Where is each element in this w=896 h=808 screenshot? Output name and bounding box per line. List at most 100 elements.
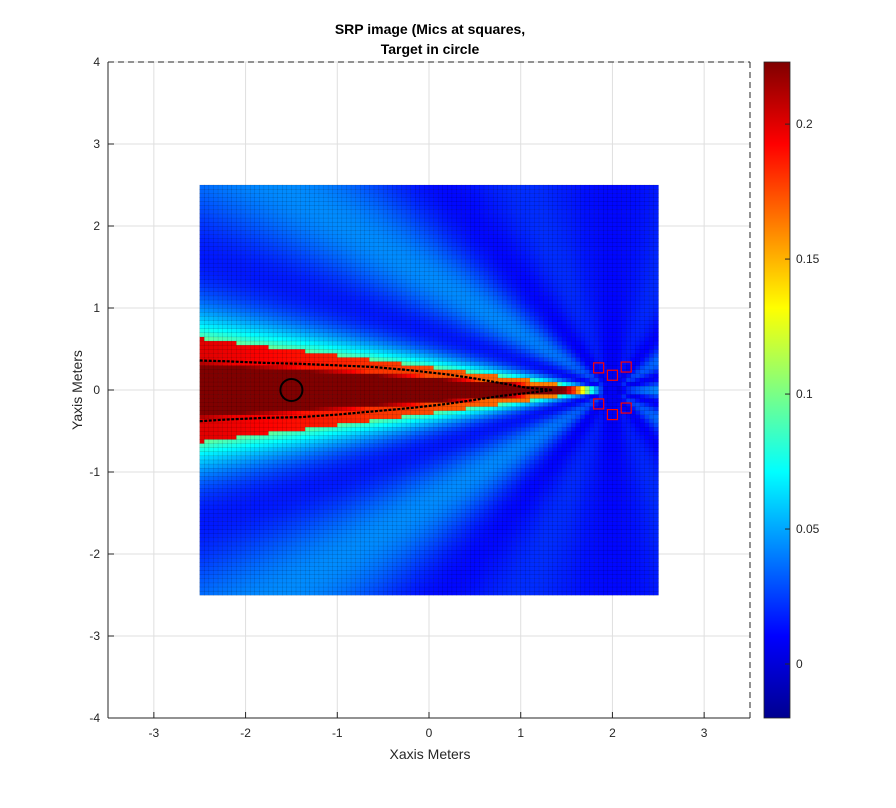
heat-cell <box>341 447 347 452</box>
heat-cell <box>318 566 324 571</box>
heat-cell <box>291 393 297 399</box>
heat-cell <box>309 578 315 584</box>
heat-cell <box>213 291 219 297</box>
heat-cell <box>364 488 370 493</box>
heat-cell <box>231 389 237 395</box>
heat-cell <box>387 205 393 211</box>
heat-cell <box>337 512 343 518</box>
heat-cell <box>392 492 398 498</box>
heat-cell <box>272 488 279 493</box>
heat-cell <box>272 324 279 329</box>
heat-cell <box>286 418 292 424</box>
heat-cell <box>208 439 214 444</box>
heat-cell <box>346 463 352 469</box>
heat-cell <box>259 488 265 493</box>
heat-cell <box>396 246 402 252</box>
heat-cell <box>396 188 402 194</box>
heat-cell <box>323 234 329 239</box>
heat-cell <box>373 529 379 534</box>
heat-cell <box>350 361 357 366</box>
heat-cell <box>272 357 279 362</box>
heat-cell <box>217 389 224 395</box>
heat-cell <box>396 562 402 567</box>
heat-cell <box>382 332 389 338</box>
heat-cell <box>249 504 256 510</box>
heat-cell <box>204 529 210 534</box>
heat-cell <box>346 406 352 411</box>
heat-cell <box>327 340 334 346</box>
heat-cell <box>355 537 361 543</box>
heat-cell <box>231 295 237 301</box>
heat-cell <box>199 221 205 227</box>
heat-cell <box>282 234 288 239</box>
heat-cell <box>227 295 233 301</box>
heat-cell <box>268 221 274 227</box>
heat-cell <box>424 533 430 539</box>
heat-cell <box>268 250 274 256</box>
heat-cell <box>231 193 237 198</box>
heat-cell <box>199 406 205 411</box>
heat-cell <box>410 291 416 297</box>
heat-cell <box>392 500 398 506</box>
heat-cell <box>392 529 398 534</box>
heat-cell <box>318 475 324 481</box>
heat-cell <box>364 434 370 440</box>
heat-cell <box>401 521 407 526</box>
heat-cell <box>392 332 398 338</box>
heat-cell <box>327 566 334 571</box>
heat-cell <box>231 316 237 321</box>
heat-cell <box>291 512 297 518</box>
heat-cell <box>323 586 329 592</box>
heat-cell <box>332 217 338 223</box>
heat-cell <box>401 377 407 383</box>
heat-cell <box>355 307 361 313</box>
heat-cell <box>309 295 315 301</box>
heat-cell <box>254 426 260 432</box>
heat-cell <box>249 336 256 342</box>
heat-cell <box>217 516 224 522</box>
heat-cell <box>249 430 256 436</box>
heat-cell <box>217 545 224 551</box>
heat-cell <box>222 193 228 198</box>
heat-cell <box>199 209 205 215</box>
heat-cell <box>419 471 425 477</box>
heat-cell <box>277 566 283 571</box>
heat-cell <box>419 320 425 325</box>
heat-cell <box>424 316 430 321</box>
heat-cell <box>282 574 288 580</box>
heat-cell <box>295 480 302 485</box>
heat-cell <box>309 574 315 580</box>
heat-cell <box>373 295 379 301</box>
heat-cell <box>300 217 306 223</box>
heat-cell <box>240 279 247 284</box>
heat-cell <box>268 463 274 469</box>
heat-cell <box>222 582 228 588</box>
heat-cell <box>217 184 224 190</box>
heat-cell <box>355 562 361 567</box>
heat-cell <box>318 521 324 526</box>
heat-cell <box>415 496 421 502</box>
heat-cell <box>227 500 233 506</box>
heat-cell <box>240 578 247 584</box>
heat-cell <box>346 373 352 379</box>
heat-cell <box>217 254 224 260</box>
heat-cell <box>277 557 283 563</box>
heat-cell <box>259 270 265 276</box>
heat-cell <box>268 443 274 448</box>
heat-cell <box>415 295 421 301</box>
heat-cell <box>254 475 260 481</box>
heat-cell <box>318 234 324 239</box>
heat-cell <box>392 184 398 190</box>
heat-cell <box>245 398 251 403</box>
heat-cell <box>405 553 412 559</box>
heat-cell <box>318 369 324 375</box>
heat-cell <box>401 504 407 510</box>
heat-cell <box>277 188 283 194</box>
heat-cell <box>305 475 311 481</box>
heat-cell <box>346 418 352 424</box>
heat-cell <box>373 234 379 239</box>
heat-cell <box>259 328 265 334</box>
heat-cell <box>208 402 214 407</box>
heat-cell <box>424 545 430 551</box>
heat-cell <box>382 275 389 280</box>
